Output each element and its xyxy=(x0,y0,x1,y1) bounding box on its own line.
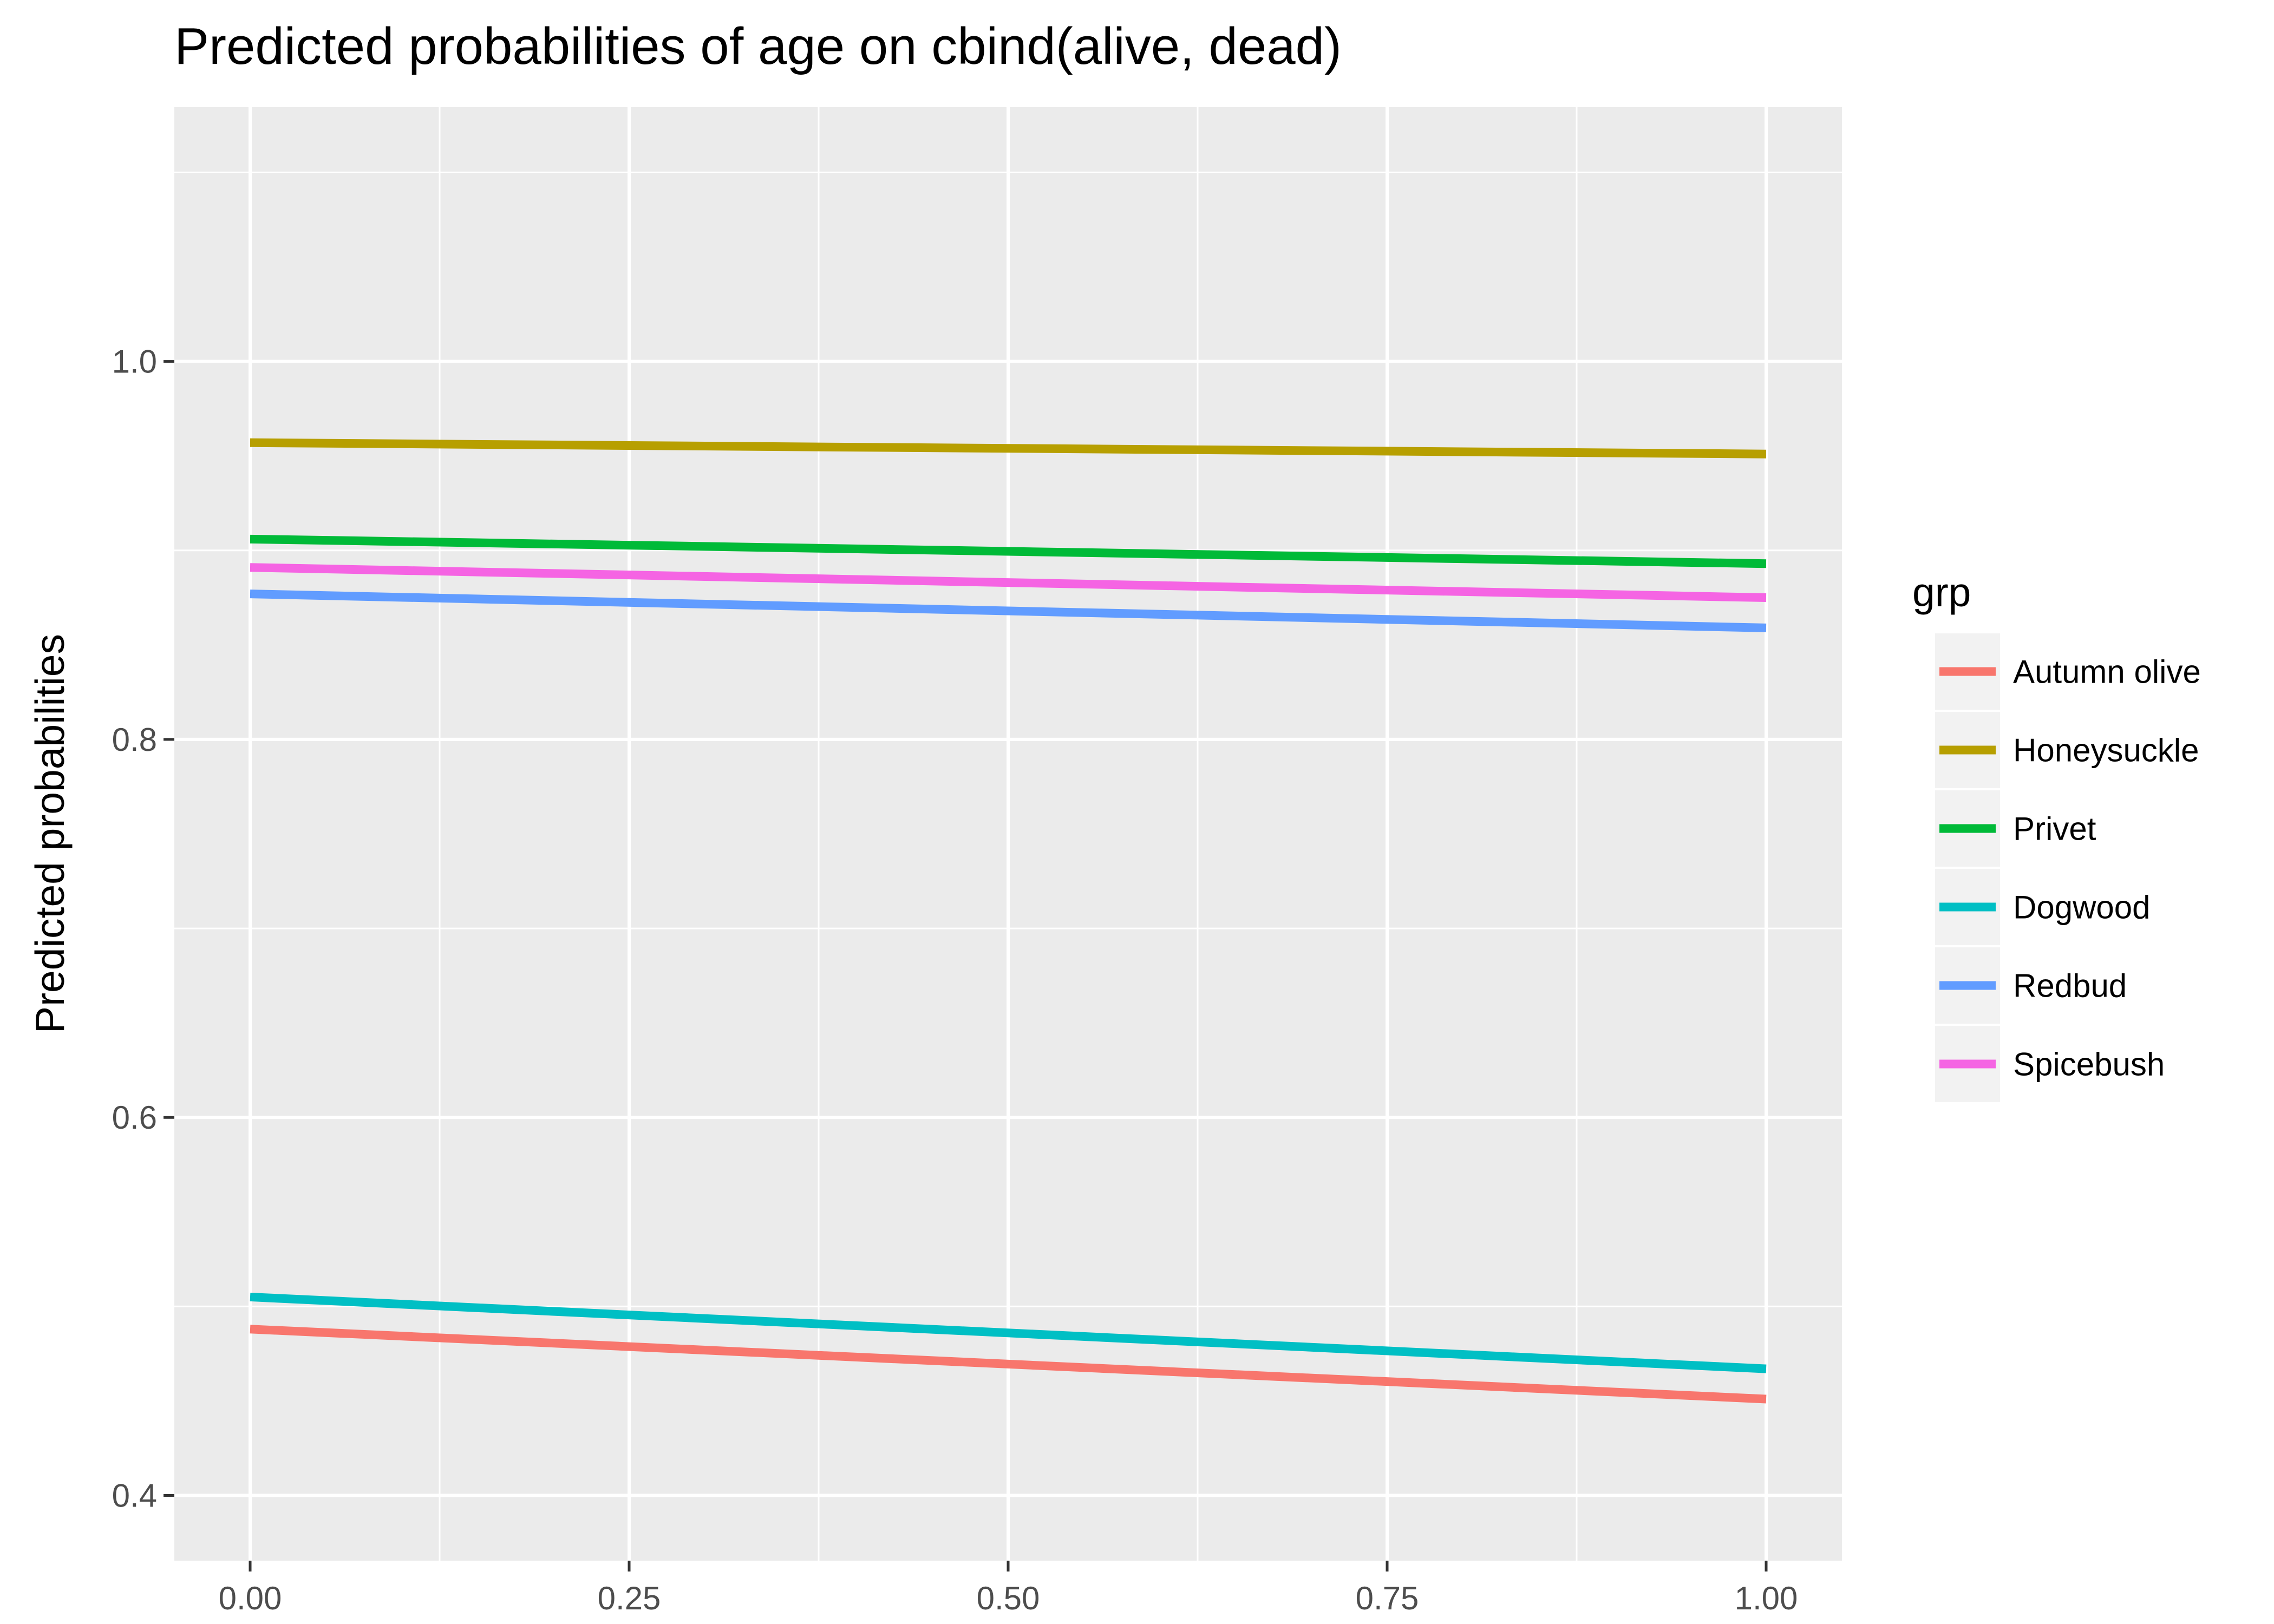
y-tick-label: 0.8 xyxy=(112,722,157,758)
legend-items: Autumn olive Honeysuckle Privet Dogwood Redb… xyxy=(1933,631,2201,1104)
series-line xyxy=(250,438,1767,459)
y-axis: 0.4 0.6 0.8 1.0 xyxy=(112,344,174,1514)
x-tick-label: 0.25 xyxy=(598,1580,661,1616)
plot-panel xyxy=(174,107,1842,1561)
legend-label: Spicebush xyxy=(2013,1046,2165,1083)
series-line xyxy=(250,534,1767,568)
x-tick-label: 0.00 xyxy=(219,1580,282,1616)
y-tick-label: 0.6 xyxy=(112,1099,157,1136)
legend-title: grp xyxy=(1912,569,1971,615)
series-line xyxy=(250,1325,1767,1404)
legend-label: Dogwood xyxy=(2013,889,2151,926)
x-axis: 0.00 0.25 0.50 0.75 1.00 xyxy=(219,1561,1798,1616)
series-line xyxy=(250,1292,1767,1373)
y-tick-label: 0.4 xyxy=(112,1478,157,1514)
series-lines xyxy=(250,438,1767,1404)
legend-label: Redbud xyxy=(2013,968,2127,1004)
y-tick-label: 1.0 xyxy=(112,344,157,380)
y-axis-title: Predicted probabilities xyxy=(27,634,73,1033)
legend-label: Honeysuckle xyxy=(2013,732,2199,769)
legend-label: Autumn olive xyxy=(2013,654,2201,690)
legend: grp Autumn olive Honeysuckle Privet Dogwood… xyxy=(1912,569,2201,1104)
series-line xyxy=(250,590,1767,632)
x-tick-label: 1.00 xyxy=(1735,1580,1798,1616)
x-tick-label: 0.50 xyxy=(977,1580,1040,1616)
chart-title: Predicted probabilities of age on cbind(… xyxy=(174,17,1342,75)
x-tick-label: 0.75 xyxy=(1356,1580,1419,1616)
legend-label: Privet xyxy=(2013,811,2096,847)
series-line xyxy=(250,563,1767,603)
